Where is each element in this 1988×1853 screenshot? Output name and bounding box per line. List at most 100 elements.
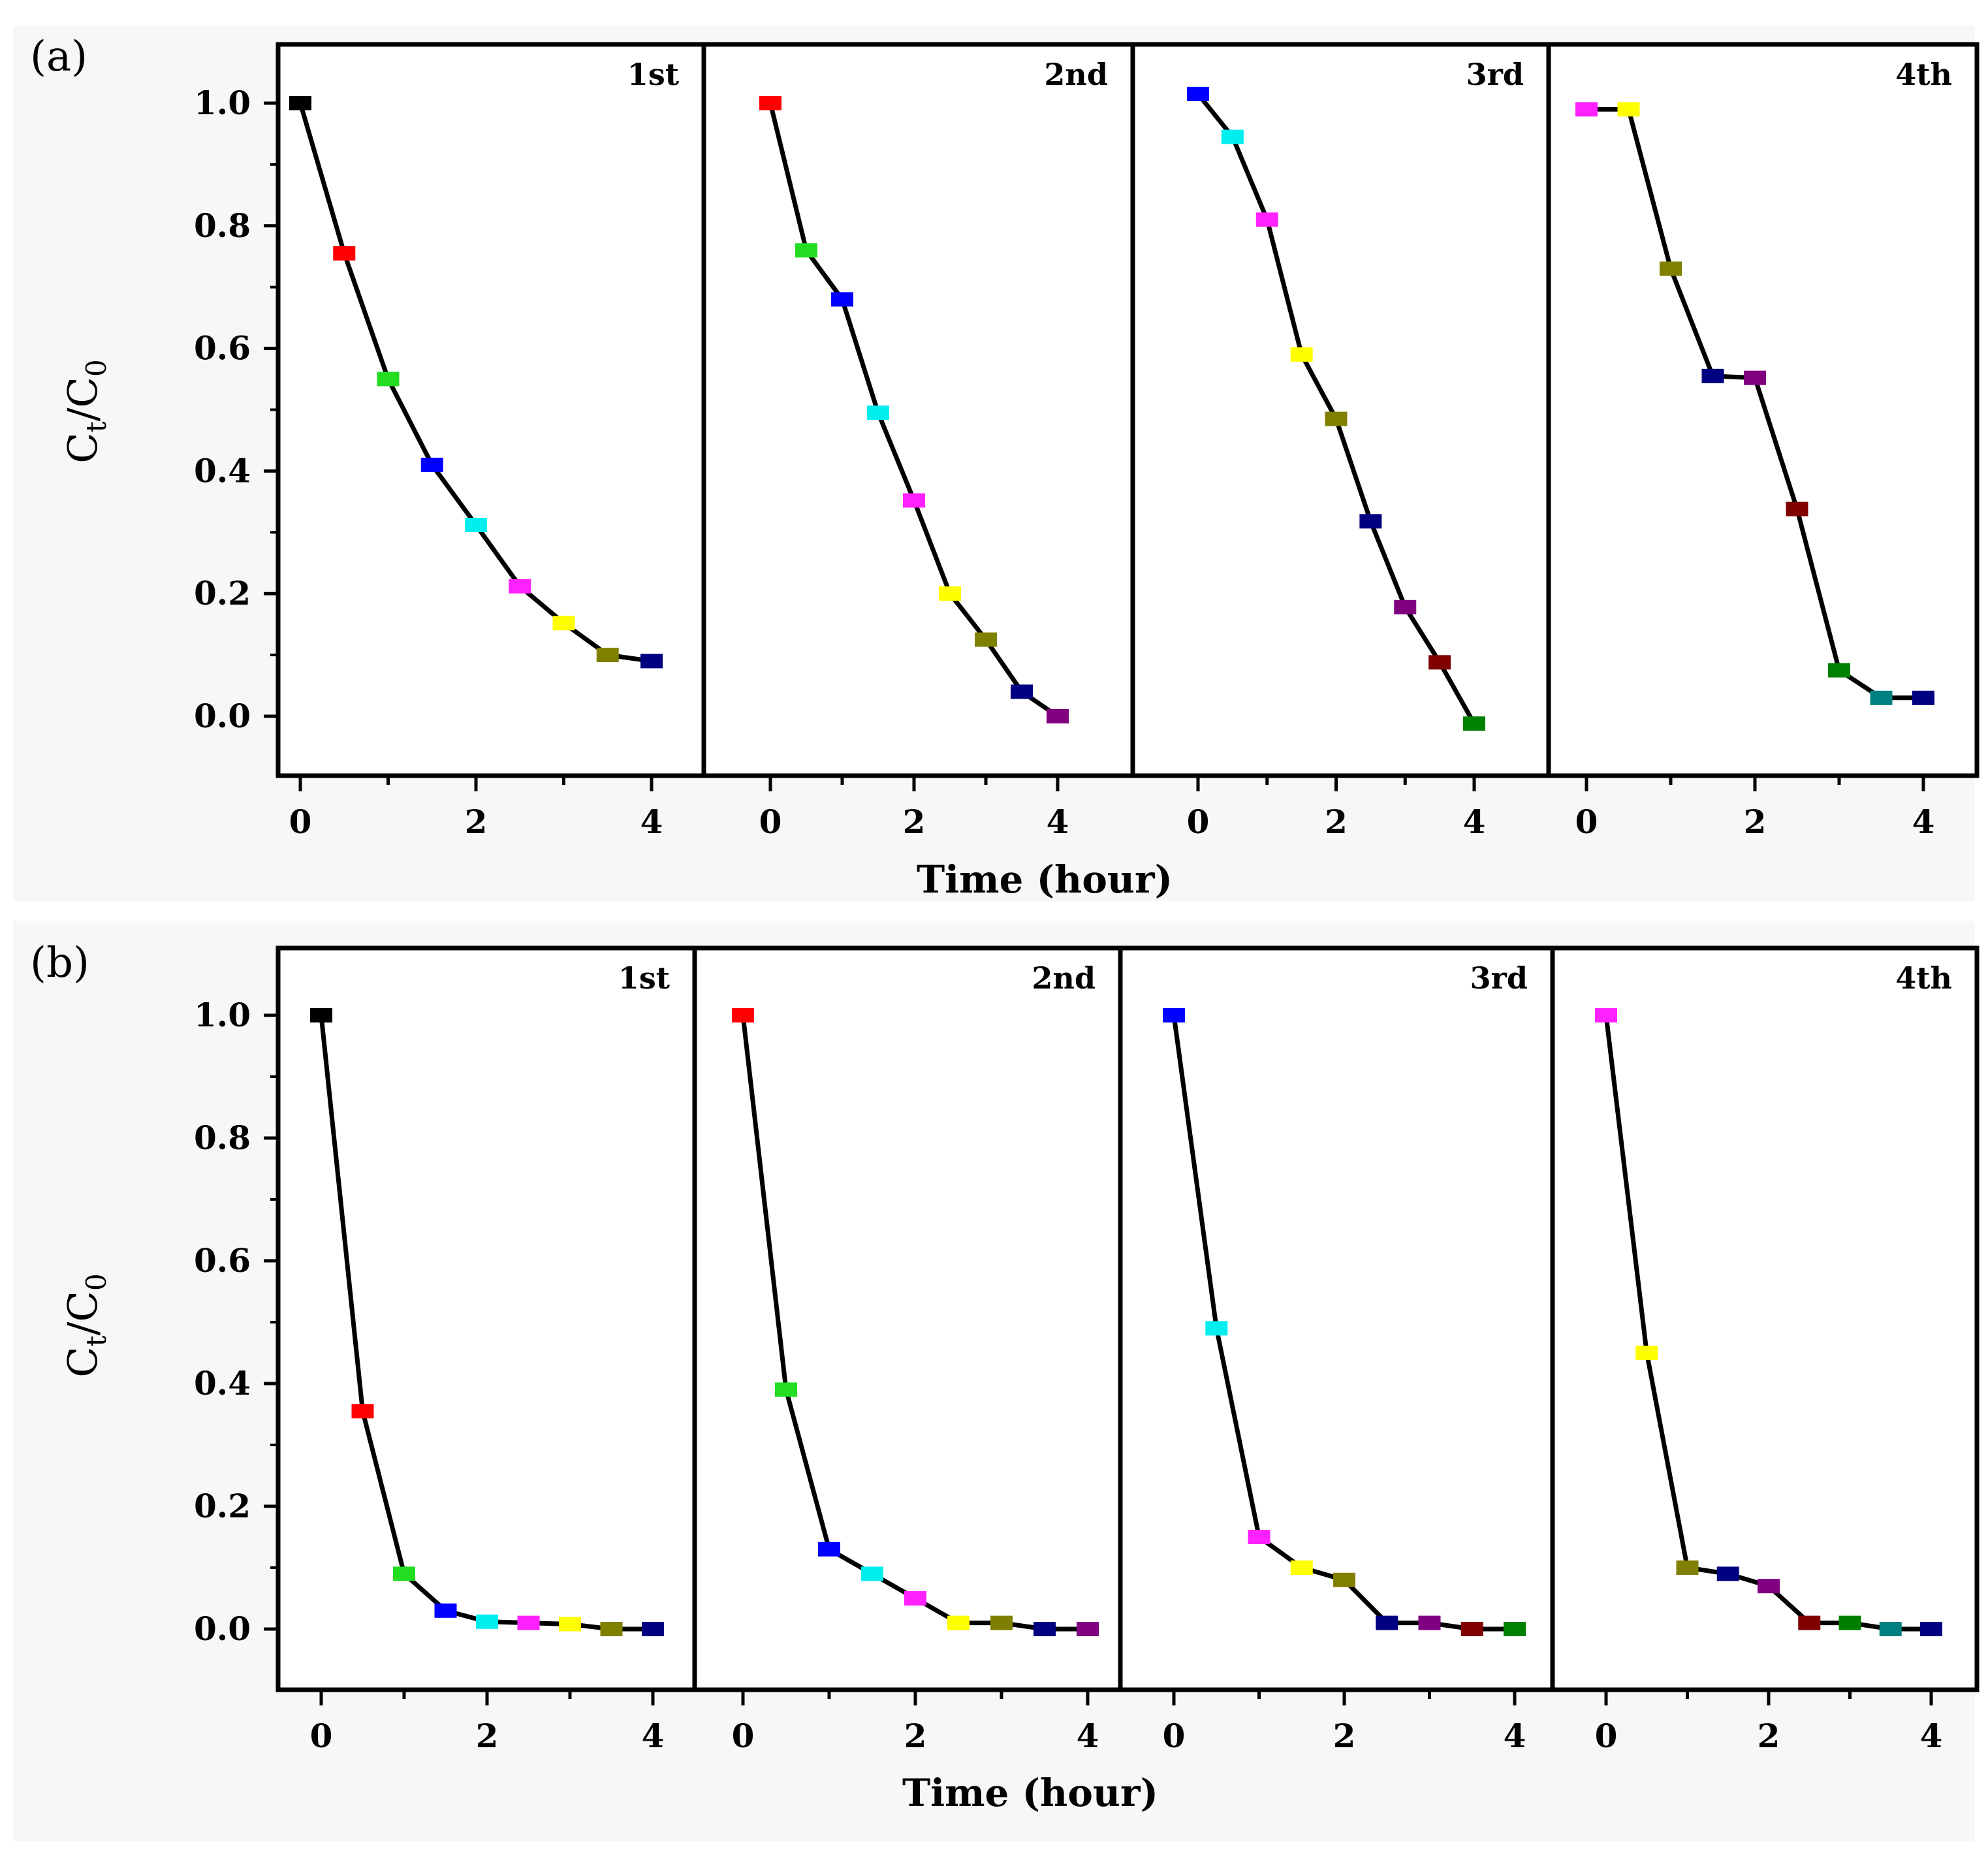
data-point (1463, 716, 1485, 731)
data-point (333, 246, 356, 261)
data-point (947, 1615, 970, 1630)
x-tick-label: 2 (1744, 802, 1767, 841)
data-point (1912, 690, 1934, 705)
data-point (559, 1617, 581, 1632)
data-point (939, 586, 961, 601)
plot-area (278, 44, 1977, 776)
data-point (1333, 1572, 1355, 1587)
data-point (1838, 1615, 1861, 1630)
data-point (732, 1008, 754, 1022)
cycle-label: 2nd (1044, 57, 1108, 92)
data-point (1460, 1622, 1483, 1636)
data-point (420, 458, 443, 473)
data-point (289, 96, 311, 110)
data-point (1394, 599, 1417, 614)
x-tick-label: 4 (1504, 1717, 1526, 1755)
x-tick-label: 2 (1333, 1717, 1356, 1755)
y-tick-label: 1.0 (194, 84, 251, 122)
y-axis-label: Ct/C0 (59, 359, 112, 463)
data-point (1879, 1622, 1902, 1636)
data-point (1325, 411, 1348, 426)
panel-letter: (a) (30, 33, 87, 81)
data-point (310, 1008, 332, 1022)
y-tick-label: 0.0 (194, 697, 251, 735)
cycle-label: 4th (1895, 57, 1952, 92)
data-point (1635, 1346, 1658, 1360)
x-tick-label: 4 (1077, 1717, 1099, 1755)
data-point (904, 1591, 926, 1606)
data-point (975, 632, 997, 647)
x-axis-label: Time (hour) (917, 857, 1173, 902)
data-point (990, 1615, 1013, 1630)
data-point (1290, 347, 1313, 362)
y-tick-label: 0.2 (194, 1487, 251, 1525)
data-point (1418, 1615, 1441, 1630)
x-tick-label: 0 (759, 802, 782, 841)
data-point (351, 1404, 374, 1419)
cycle-label: 1st (618, 960, 671, 996)
data-point (1920, 1622, 1942, 1636)
data-point (1575, 102, 1598, 117)
data-point (1163, 1008, 1185, 1022)
x-tick-label: 2 (476, 1717, 499, 1755)
data-point (596, 648, 619, 663)
data-point (1758, 1579, 1780, 1594)
data-point (831, 292, 853, 307)
data-point (1077, 1622, 1099, 1636)
y-tick-label: 0.8 (194, 206, 251, 245)
y-tick-label: 0.8 (194, 1118, 251, 1157)
data-point (1744, 370, 1766, 385)
y-tick-label: 0.6 (194, 329, 251, 368)
data-point (1221, 129, 1244, 144)
x-tick-label: 0 (1595, 1717, 1618, 1755)
x-tick-label: 2 (903, 802, 926, 841)
data-point (509, 578, 531, 594)
y-tick-label: 0.6 (194, 1241, 251, 1280)
data-point (640, 654, 663, 669)
y-axis-label: Ct/C0 (59, 1273, 112, 1377)
data-point (1660, 261, 1682, 276)
data-point (903, 493, 925, 508)
data-point (1047, 709, 1069, 723)
data-point (867, 405, 889, 420)
data-point (1676, 1560, 1699, 1575)
data-point (600, 1622, 623, 1636)
data-point (393, 1566, 415, 1581)
subplot-frame (1550, 945, 1980, 1692)
data-point (1255, 212, 1278, 227)
x-tick-label: 2 (1758, 1717, 1780, 1755)
data-point (775, 1382, 797, 1397)
cycle-label: 1st (627, 57, 680, 92)
data-point (1248, 1530, 1270, 1544)
data-point (1701, 368, 1724, 383)
data-point (861, 1566, 883, 1581)
cycle-label: 4th (1895, 960, 1952, 996)
subplot-frame (1546, 42, 1980, 778)
panel-letter: (b) (30, 939, 89, 987)
data-point (476, 1614, 498, 1629)
data-point (795, 243, 817, 258)
cycle-subplot-1st: 0 2 4 1st (276, 42, 706, 841)
data-point (434, 1603, 457, 1618)
x-tick-label: 0 (1187, 802, 1210, 841)
data-point (1617, 102, 1640, 117)
cycle-subplot-1st: 0 2 4 1st (276, 945, 697, 1755)
data-point (1798, 1615, 1821, 1630)
chart-panel-a: (a) 0.0 0.2 0.4 0.6 0.8 1.0 Ct/C0 Time (hour) 0 2 4… (13, 26, 1980, 902)
x-tick-label: 4 (1463, 802, 1486, 841)
data-point (1011, 684, 1033, 699)
y-tick-label: 1.0 (194, 996, 251, 1034)
data-point (1359, 514, 1382, 529)
x-tick-label: 4 (642, 1717, 665, 1755)
x-tick-label: 2 (904, 1717, 927, 1755)
cycle-label: 3rd (1470, 960, 1528, 996)
data-point (1376, 1615, 1398, 1630)
y-tick-label: 0.0 (194, 1609, 251, 1648)
cycle-subplot-2nd: 0 2 4 2nd (692, 945, 1123, 1755)
data-point (759, 96, 781, 110)
data-point (1290, 1560, 1313, 1575)
data-point (1428, 655, 1451, 670)
x-tick-label: 4 (640, 802, 663, 841)
x-tick-label: 4 (1912, 802, 1935, 841)
